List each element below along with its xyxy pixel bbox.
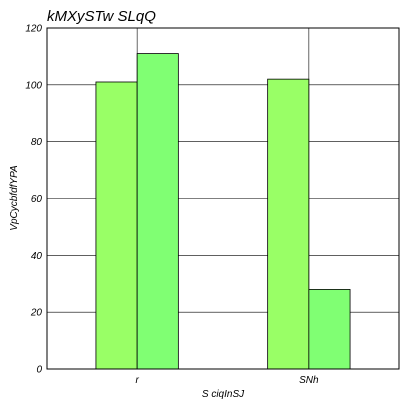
- x-axis-label: S ciqInSJ: [202, 389, 245, 400]
- plot-frame: [46, 27, 400, 370]
- y-tick-label: 60: [31, 194, 43, 205]
- x-tick-label: SNh: [299, 375, 319, 386]
- bar-series2-snh: [308, 289, 351, 370]
- y-tick-label: 100: [25, 80, 42, 91]
- bars: [95, 53, 351, 370]
- y-axis-ticks: 0 20 40 60 80 100 120: [25, 24, 42, 376]
- bar-series1-r: [95, 81, 138, 370]
- chart-title: kMXySTw SLqQ: [47, 8, 156, 25]
- y-tick-label: 120: [25, 24, 42, 35]
- y-tick-label: 20: [30, 308, 43, 319]
- x-axis-ticks: r SNh: [135, 375, 319, 386]
- y-tick-label: 80: [31, 137, 43, 148]
- y-axis-label: VpCycbfdfYPA: [9, 165, 20, 231]
- bar-series1-snh: [267, 78, 310, 370]
- y-tick-label: 40: [31, 251, 43, 262]
- x-tick-label: r: [135, 375, 139, 386]
- y-tick-label: 0: [36, 365, 42, 376]
- bar-series2-r: [136, 53, 179, 370]
